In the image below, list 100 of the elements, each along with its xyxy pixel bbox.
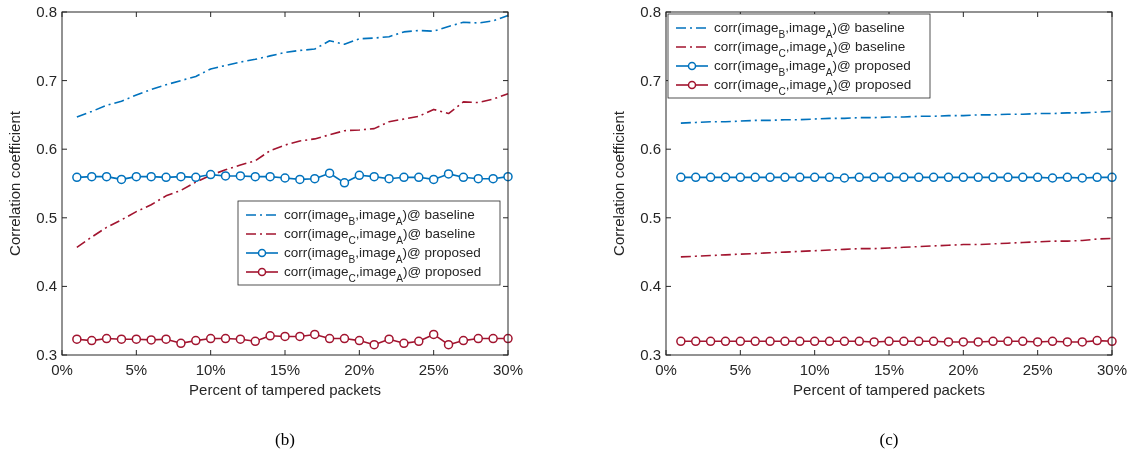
legend-label: corr(image$_{B}$,image$_{A}$)@ baseline <box>284 207 475 227</box>
point <box>116 334 127 344</box>
point <box>369 171 379 182</box>
point <box>928 172 939 183</box>
point <box>750 172 760 183</box>
point <box>131 171 142 182</box>
point <box>250 336 261 347</box>
point <box>295 331 305 342</box>
text: (c) <box>879 430 899 449</box>
point <box>928 336 939 347</box>
point <box>735 336 746 347</box>
point <box>899 336 909 347</box>
x-tick-label: 5% <box>125 361 148 378</box>
point <box>1077 173 1088 183</box>
point <box>958 172 969 183</box>
point <box>324 168 335 178</box>
point <box>1003 172 1013 183</box>
point <box>705 336 716 347</box>
point <box>780 172 790 183</box>
point <box>839 336 850 347</box>
point <box>101 171 112 182</box>
y-axis-title: Correlation coefficient <box>610 110 627 256</box>
point <box>1047 173 1058 183</box>
point <box>795 172 805 183</box>
point <box>690 172 701 183</box>
point <box>176 171 186 182</box>
point <box>943 172 954 183</box>
point <box>72 172 82 183</box>
point <box>488 173 498 184</box>
legend-label: corr(image$_{C}$,image$_{A}$)@ proposed <box>714 77 912 97</box>
line-series <box>76 14 509 118</box>
point <box>354 170 365 181</box>
x-tick-label: 0% <box>655 361 677 378</box>
point <box>205 169 216 180</box>
point <box>458 172 469 183</box>
point <box>220 333 231 344</box>
x-axis-title: Percent of tampered packets <box>793 381 985 398</box>
point <box>458 335 469 346</box>
point <box>1047 336 1058 347</box>
point <box>265 171 275 182</box>
point <box>309 329 320 340</box>
point <box>414 336 424 347</box>
point <box>101 333 112 344</box>
point <box>824 172 835 183</box>
x-tick-label: 25% <box>1022 361 1053 378</box>
point <box>1018 172 1028 183</box>
point <box>690 336 701 347</box>
point <box>735 172 746 183</box>
x-tick-label: 30% <box>492 361 524 378</box>
y-axis-title: Correlation coefficient <box>6 110 23 256</box>
point <box>1018 336 1028 347</box>
point <box>116 174 127 185</box>
legend-label: corr(image$_{C}$,image$_{A}$)@ proposed <box>284 264 482 284</box>
legend-label: corr(image$_{B}$,image$_{A}$)@ proposed <box>714 58 911 78</box>
point <box>488 333 498 344</box>
line-series <box>680 237 1113 258</box>
line-series <box>680 110 1113 124</box>
point <box>428 329 439 340</box>
point <box>324 333 335 344</box>
point <box>809 172 820 183</box>
point <box>705 172 716 183</box>
point <box>176 338 186 349</box>
point <box>1062 172 1073 183</box>
point <box>854 336 865 347</box>
point <box>1092 172 1102 183</box>
point <box>795 336 805 347</box>
point <box>205 333 216 344</box>
point <box>1062 337 1073 347</box>
y-tick-label: 0.5 <box>640 208 661 226</box>
text: (b) <box>275 430 295 449</box>
point <box>250 171 261 182</box>
point <box>354 335 365 346</box>
point <box>973 172 983 183</box>
point <box>765 336 775 347</box>
x-tick-label: 0% <box>51 361 73 378</box>
x-tick-label: 10% <box>799 361 830 378</box>
point <box>884 336 894 347</box>
point <box>265 331 275 341</box>
point <box>414 172 424 183</box>
point <box>765 172 775 183</box>
point <box>750 336 760 347</box>
point <box>384 173 394 184</box>
point <box>235 171 246 181</box>
point <box>676 336 686 347</box>
x-tick-label: 20% <box>948 361 979 378</box>
point <box>280 331 290 342</box>
point <box>443 169 454 179</box>
point <box>973 337 983 347</box>
point <box>72 334 82 344</box>
point <box>988 336 998 347</box>
x-tick-label: 15% <box>873 361 905 378</box>
x-tick-label: 10% <box>195 361 226 378</box>
y-tick-label: 0.5 <box>36 208 57 226</box>
point <box>988 172 998 183</box>
point <box>943 337 954 347</box>
point <box>780 336 790 347</box>
legend-label: corr(image$_{B}$,image$_{A}$)@ baseline <box>714 20 905 40</box>
x-tick-label: 5% <box>729 361 752 378</box>
point <box>1092 335 1102 346</box>
point <box>191 335 201 346</box>
